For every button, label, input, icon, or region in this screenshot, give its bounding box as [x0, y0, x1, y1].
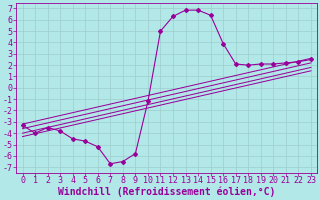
X-axis label: Windchill (Refroidissement éolien,°C): Windchill (Refroidissement éolien,°C) — [58, 187, 276, 197]
